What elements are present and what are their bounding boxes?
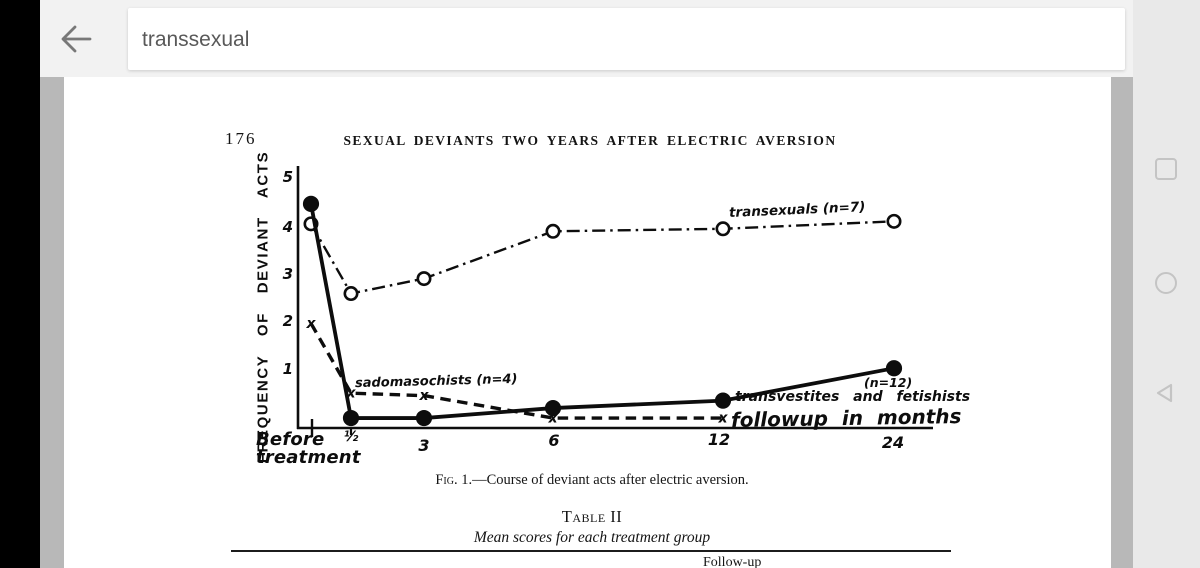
search-box	[128, 8, 1125, 72]
x-tick-half: ½	[343, 429, 359, 445]
recents-square-icon[interactable]	[1155, 158, 1177, 180]
series-label-n12: (n=12)	[864, 375, 913, 390]
search-input[interactable]	[140, 8, 1104, 72]
x-tick-12: 12	[707, 430, 731, 449]
y-tick-1: 1	[282, 360, 293, 378]
table-header-followup-partial: Follow-up	[703, 555, 762, 568]
left-edge-strip	[0, 0, 40, 568]
x-tick-24: 24	[881, 433, 905, 452]
document-page[interactable]	[64, 77, 1111, 568]
y-tick-5: 5	[282, 168, 293, 186]
y-axis-label: FREQUENCY OF DEVIANT ACTS	[254, 150, 272, 464]
home-circle-icon[interactable]	[1155, 272, 1177, 294]
back-triangle-icon[interactable]	[1154, 381, 1178, 405]
x-tick-before-treatment: Before treatment	[256, 429, 361, 468]
y-tick-4: 4	[282, 218, 293, 236]
x-tick-3: 3	[418, 436, 430, 455]
table-subtitle: Mean scores for each treatment group	[473, 529, 711, 546]
y-tick-2: 2	[282, 312, 293, 330]
series-label-transvestites-fetishists: transvestites and fetishists	[735, 389, 971, 405]
figure-caption: Fig. 1.—Course of deviant acts after ele…	[435, 472, 749, 488]
table-top-rule	[231, 550, 951, 552]
back-button[interactable]	[56, 20, 96, 58]
x-axis-label: followup in months	[730, 403, 962, 433]
page-number: 176	[225, 129, 257, 148]
x-tick-6: 6	[548, 431, 560, 450]
running-title: SEXUAL DEVIANTS TWO YEARS AFTER ELECTRIC…	[343, 133, 837, 148]
table-title: Table II	[561, 507, 623, 526]
back-arrow-icon	[61, 25, 92, 53]
y-tick-3: 3	[282, 265, 293, 283]
